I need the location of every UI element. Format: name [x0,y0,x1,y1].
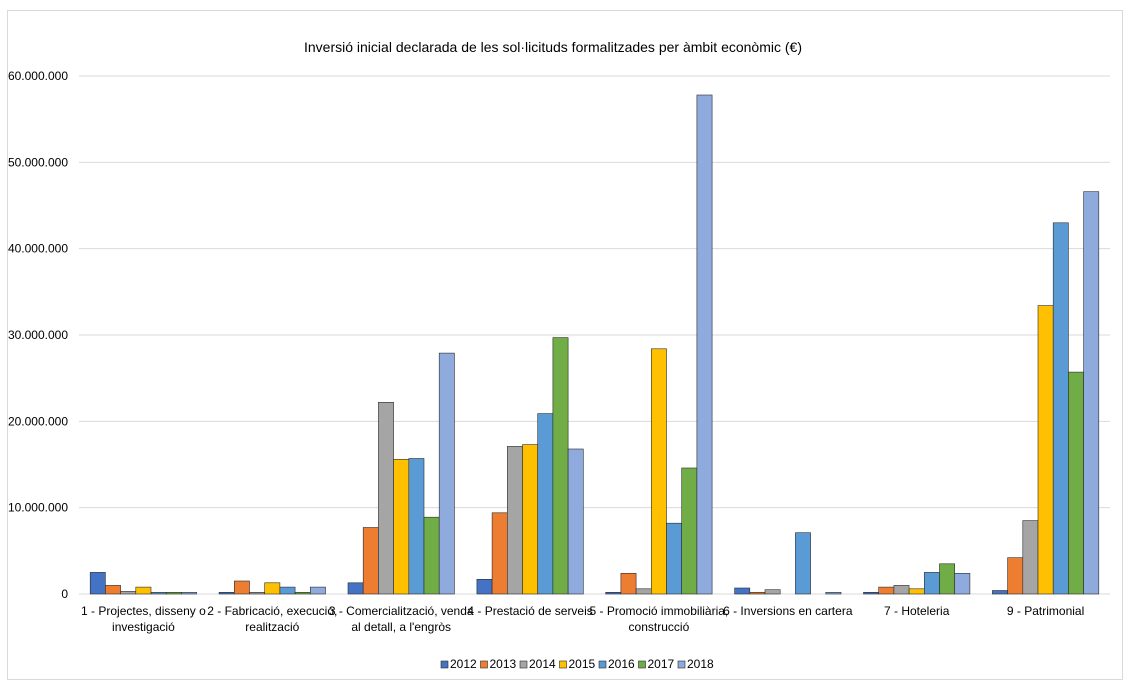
bar-2014-cat1 [120,591,137,595]
bar-2017-cat2 [294,591,311,595]
bar-2015-cat3 [393,458,410,595]
legend-swatch-2015 [559,660,567,669]
legend-swatch-2017 [638,660,646,669]
bar-2013-cat8 [1007,557,1024,595]
bar-2017-cat8 [1068,371,1084,595]
y-tick-label: 30.000.000 [8,328,68,342]
y-tick-label: 50.000.000 [8,155,68,169]
bar-2017-cat7 [939,563,955,595]
bar-2014-cat3 [378,401,394,595]
bar-2015-cat2 [264,582,281,595]
x-category-label: investigació [112,620,175,634]
bar-2014-cat4 [506,446,523,595]
legend-swatch-2016 [598,660,607,669]
legend-label: 2016 [608,657,635,671]
bar-2016-cat6 [795,532,811,595]
bar-2012-cat7 [863,591,879,595]
legend-swatch-2018 [677,660,686,669]
bar-2018-cat4 [567,448,584,595]
bar-2012-cat1 [89,572,106,595]
bar-2014-cat5 [635,588,652,595]
bar-2018-cat7 [954,572,971,595]
x-category-label: 5 - Promoció immobiliària, [590,604,729,618]
bar-2014-cat2 [249,591,265,595]
bar-2018-cat2 [309,586,326,595]
bar-2012-cat4 [476,578,493,595]
bar-2017-cat3 [423,516,440,595]
legend-label: 2015 [569,657,596,671]
bar-2018-cat8 [1083,191,1100,595]
legend-label: 2018 [687,657,714,671]
x-category-label: 4 - Prestació de serveis [467,604,592,618]
bar-2013-cat3 [362,527,379,595]
bar-2016-cat3 [408,458,425,595]
bar-2015-cat7 [908,588,925,595]
y-tick-label: 60.000.000 [8,69,68,83]
bar-2014-cat7 [893,585,910,595]
bar-2017-cat4 [552,337,569,595]
chart-frame [7,10,1123,680]
bar-2015-cat1 [135,586,152,595]
y-tick-label: 20.000.000 [8,414,68,428]
legend-swatch-2013 [480,660,488,669]
bar-2016-cat4 [537,413,554,595]
bar-2012-cat2 [218,591,235,595]
legend-label: 2012 [450,657,477,671]
x-category-label: realització [245,620,299,634]
bar-2014-cat6 [764,589,781,595]
bar-2013-cat1 [105,585,121,595]
y-axis-ticks: 0 10.000.000 20.000.000 30.000.000 40.000.00… [8,69,68,601]
x-axis-categories: 1 - Projectes, disseny o investigació 2 - … [81,604,1084,634]
x-category-label: 2 - Fabricació, execució, [207,604,337,618]
bar-2016-cat1 [150,591,167,595]
bar-2013-cat5 [620,572,637,595]
legend-label: 2013 [490,657,517,671]
bar-2012-cat5 [605,591,622,595]
bar-2016-cat7 [923,572,940,595]
bar-2012-cat6 [734,587,751,595]
bar-2013-cat7 [878,586,895,595]
bar-2018-cat5 [696,94,713,595]
gridlines [79,75,1110,595]
bar-2018-cat1 [181,591,197,595]
bar-2013-cat6 [749,591,766,595]
bars [89,94,1100,595]
bar-2016-cat5 [666,522,682,595]
y-tick-label: 10.000.000 [8,501,68,515]
chart-title: Inversió inicial declarada de les sol·li… [304,39,802,55]
legend-swatch-2012 [440,660,449,669]
bar-2013-cat4 [491,512,508,595]
x-category-label: 6 - Inversions en cartera [723,604,853,618]
x-category-label: 9 - Patrimonial [1007,604,1084,618]
x-category-label: 7 - Hoteleria [884,604,950,618]
bar-2015-cat5 [650,348,667,595]
bar-2018-cat3 [438,352,455,595]
x-category-label: 1 - Projectes, disseny o [81,604,206,618]
bar-2015-cat8 [1037,305,1054,595]
legend-swatch-2014 [519,660,528,669]
bar-2015-cat4 [522,444,538,595]
bar-2017-cat1 [165,591,182,595]
x-category-label: 3 - Comercialització, venda [329,604,474,618]
bar-2018-cat6 [825,591,842,595]
bar-2017-cat5 [681,467,698,595]
y-tick-label: 0 [61,587,68,601]
bar-2014-cat8 [1022,520,1039,595]
bar-2016-cat2 [279,586,296,595]
y-tick-label: 40.000.000 [8,242,68,256]
legend-label: 2017 [648,657,675,671]
bar-2016-cat8 [1052,222,1069,595]
bar-2012-cat3 [347,582,364,595]
x-category-label: al detall, a l'engròs [351,620,451,634]
bar-2013-cat2 [234,580,250,595]
bar-2012-cat8 [992,590,1008,595]
x-category-label: construcció [629,620,690,634]
legend-label: 2014 [529,657,556,671]
legend: 2012 2013 2014 2015 2016 2017 2018 [440,657,714,671]
